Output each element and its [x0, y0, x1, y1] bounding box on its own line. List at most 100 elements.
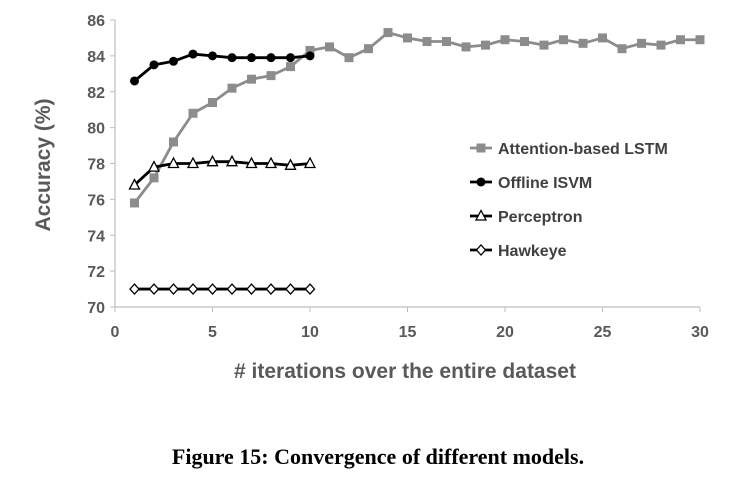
- data-point-attention-based-lstm: [364, 44, 373, 54]
- data-point-attention-based-lstm: [656, 40, 666, 50]
- data-point-offline-isvm: [188, 49, 198, 59]
- data-point-perceptron: [284, 158, 297, 170]
- data-point-offline-isvm: [286, 53, 295, 63]
- data-point-perceptron: [303, 156, 317, 169]
- series-line-perceptron: [133, 160, 311, 187]
- legend-swatch-marker: [474, 209, 488, 221]
- data-point-hawkeye: [304, 283, 316, 296]
- data-point-attention-based-lstm: [286, 62, 295, 72]
- legend-entry-offline-isvm: Offline ISVM: [470, 175, 592, 192]
- series-attention-based-lstm: [130, 28, 705, 208]
- data-point-attention-based-lstm: [695, 35, 705, 45]
- data-point-attention-based-lstm: [325, 42, 334, 52]
- y-tick-label: 74: [87, 228, 105, 245]
- x-tick-label: 5: [208, 324, 217, 341]
- data-point-perceptron: [186, 156, 200, 169]
- x-tick-label: 20: [496, 324, 514, 341]
- data-point-perceptron: [147, 160, 161, 172]
- data-point-attention-based-lstm: [578, 38, 588, 48]
- series-hawkeye: [129, 283, 316, 296]
- legend-swatch-marker: [475, 244, 487, 256]
- data-point-offline-isvm: [130, 76, 139, 86]
- data-point-attention-based-lstm: [188, 108, 198, 118]
- data-point-perceptron: [245, 156, 258, 169]
- figure-caption: Figure 15: Convergence of different mode…: [171, 444, 585, 469]
- x-tick-label: 15: [399, 324, 417, 341]
- data-point-attention-based-lstm: [305, 45, 315, 55]
- data-point-perceptron: [167, 156, 180, 169]
- y-tick-label: 70: [87, 300, 105, 317]
- series-offline-isvm: [130, 49, 315, 86]
- data-point-hawkeye: [187, 283, 199, 296]
- data-point-hawkeye: [265, 283, 277, 296]
- chart-series: [128, 28, 705, 296]
- data-point-hawkeye: [207, 283, 218, 296]
- y-tick-label: 72: [87, 264, 105, 281]
- data-point-offline-isvm: [227, 53, 237, 63]
- y-tick-label: 76: [87, 192, 105, 209]
- data-point-perceptron: [128, 178, 141, 190]
- data-point-attention-based-lstm: [383, 28, 393, 38]
- data-point-hawkeye: [129, 283, 140, 296]
- x-axis-title: # iterations over the entire dataset: [234, 360, 576, 383]
- data-point-attention-based-lstm: [539, 40, 549, 50]
- data-point-attention-based-lstm: [169, 137, 178, 147]
- data-point-offline-isvm: [169, 56, 178, 66]
- data-point-hawkeye: [148, 283, 160, 296]
- legend-label: Attention-based LSTM: [498, 141, 668, 158]
- data-point-offline-isvm: [266, 53, 276, 63]
- series-perceptron: [128, 154, 317, 190]
- x-tick-label: 25: [594, 324, 612, 341]
- series-line-attention-based-lstm: [133, 31, 700, 204]
- legend-entry-perceptron: Perceptron: [470, 209, 582, 226]
- data-point-attention-based-lstm: [676, 35, 685, 45]
- y-axis-title: Accuracy (%): [32, 98, 55, 231]
- data-point-attention-based-lstm: [481, 40, 490, 50]
- legend-label: Hawkeye: [498, 243, 567, 260]
- data-point-offline-isvm: [305, 51, 315, 61]
- data-point-attention-based-lstm: [559, 35, 568, 45]
- data-point-attention-based-lstm: [266, 71, 276, 81]
- y-tick-label: 86: [87, 13, 105, 30]
- data-point-attention-based-lstm: [130, 198, 139, 208]
- data-point-attention-based-lstm: [208, 98, 217, 108]
- y-tick-label: 82: [87, 85, 105, 102]
- data-point-attention-based-lstm: [461, 42, 471, 52]
- chart-legend: Attention-based LSTM Offline ISVM Perceptr…: [470, 141, 668, 260]
- data-point-attention-based-lstm: [520, 37, 529, 47]
- series-line-offline-isvm: [133, 52, 311, 83]
- data-point-hawkeye: [285, 283, 296, 296]
- data-point-attention-based-lstm: [422, 37, 432, 47]
- data-point-attention-based-lstm: [403, 33, 412, 43]
- data-point-hawkeye: [226, 283, 238, 296]
- y-tick-label: 84: [87, 49, 105, 66]
- legend-label: Perceptron: [498, 209, 582, 226]
- data-point-attention-based-lstm: [227, 83, 237, 93]
- data-point-perceptron: [225, 154, 239, 167]
- convergence-chart: 0 5 10 15 20 25 30 70 72 74 76 78 80 82 84 86 Attention…: [32, 13, 709, 383]
- legend-entry-attention-based-lstm: Attention-based LSTM: [470, 141, 668, 158]
- data-point-attention-based-lstm: [442, 37, 451, 47]
- y-tick-label: 78: [87, 157, 105, 174]
- y-tick-label: 80: [87, 121, 105, 138]
- data-point-perceptron: [264, 156, 278, 169]
- data-point-attention-based-lstm: [500, 35, 510, 45]
- legend-entry-hawkeye: Hawkeye: [470, 243, 567, 260]
- data-point-attention-based-lstm: [617, 44, 627, 54]
- data-point-offline-isvm: [149, 60, 159, 70]
- data-point-perceptron: [206, 154, 219, 167]
- x-tick-label: 30: [691, 324, 709, 341]
- data-point-hawkeye: [246, 283, 257, 296]
- chart-tick-labels: 0 5 10 15 20 25 30 70 72 74 76 78 80 82 84 86: [87, 13, 709, 341]
- data-point-hawkeye: [168, 283, 179, 296]
- x-tick-label: 0: [111, 324, 120, 341]
- data-point-offline-isvm: [247, 53, 256, 63]
- data-point-attention-based-lstm: [247, 74, 256, 84]
- legend-label: Offline ISVM: [498, 175, 592, 192]
- data-point-attention-based-lstm: [149, 173, 159, 183]
- legend-swatch-marker: [476, 177, 486, 187]
- data-point-offline-isvm: [208, 51, 217, 61]
- legend-swatch-marker: [476, 143, 486, 153]
- data-point-attention-based-lstm: [598, 33, 607, 43]
- data-point-attention-based-lstm: [637, 38, 646, 48]
